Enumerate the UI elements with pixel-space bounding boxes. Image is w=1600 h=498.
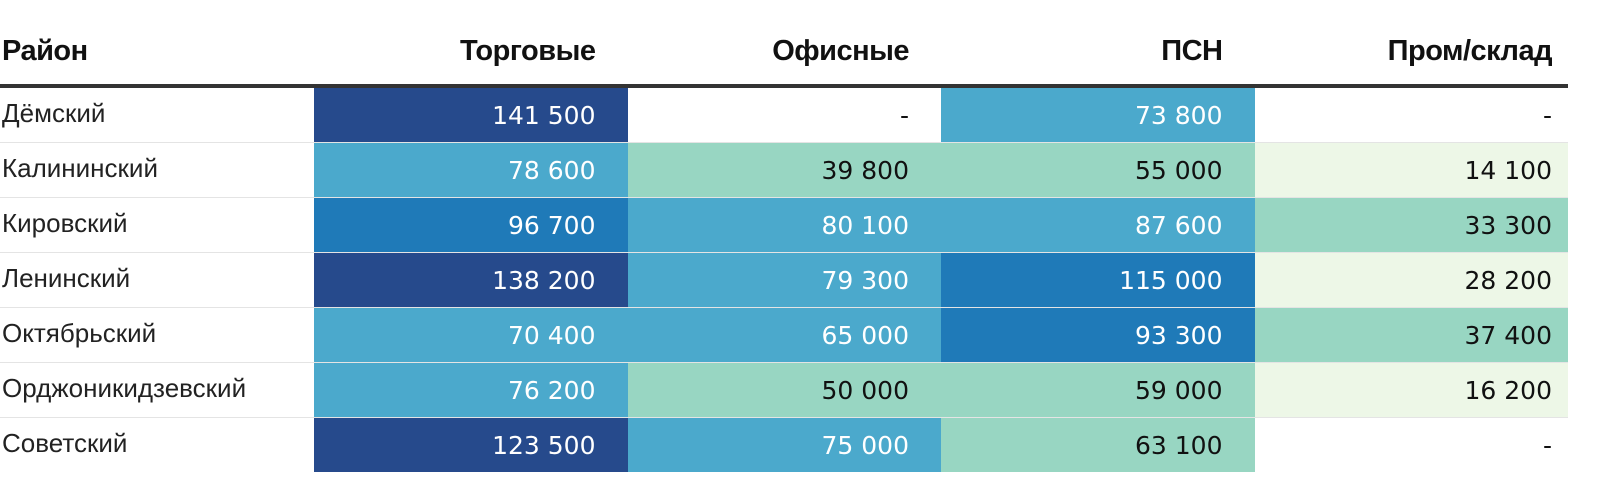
data-table: Район Торговые Офисные ПСН Пром/склад Дё… [0,18,1568,472]
table-row: Дёмский 141 500-73 800- [0,86,1568,143]
value-cell-office: 75 000 [627,417,941,472]
column-header-psn: ПСН [941,18,1255,88]
table-row: Ленинский 138 200 79 300 115 000 28 200 [0,252,1568,308]
value-cell-retail: 138 200 [314,252,628,308]
district-label: Орджоникидзевский [2,372,247,403]
value-cell-industrial-warehouse: - [1254,86,1568,143]
value-cell-retail: 141 500 [314,86,628,143]
value-cell-office: 50 000 [627,362,941,418]
district-cell: Дёмский [0,86,314,143]
value-cell-industrial-warehouse: - [1254,417,1568,472]
district-cell: Ленинский [0,252,314,308]
header-row: Район Торговые Офисные ПСН Пром/склад [0,18,1568,88]
value-cell-office: 79 300 [627,252,941,308]
table-body: Дёмский 141 500-73 800- Калининский 78 600 3… [0,86,1568,472]
value-cell-retail: 76 200 [314,362,628,418]
district-label: Ленинский [2,262,131,293]
value-cell-psn: 93 300 [941,307,1255,363]
value-cell-industrial-warehouse: 37 400 [1254,307,1568,363]
value-cell-office: 80 100 [627,197,941,253]
value-cell-psn: 73 800 [941,86,1255,143]
column-header-retail: Торговые [314,18,628,88]
table-row: Кировский 96 700 80 100 87 600 33 300 [0,197,1568,253]
district-label: Дёмский [2,97,106,128]
value-cell-psn: 87 600 [941,197,1255,253]
value-cell-office: 39 800 [627,142,941,198]
value-cell-psn: 63 100 [941,417,1255,472]
value-cell-psn: 115 000 [941,252,1255,308]
table-row: Калининский 78 600 39 800 55 000 14 100 [0,142,1568,198]
value-cell-industrial-warehouse: 28 200 [1254,252,1568,308]
column-header-industrial-warehouse: Пром/склад [1254,18,1568,88]
value-cell-office: - [627,86,941,143]
district-label: Октябрьский [2,317,157,348]
value-cell-retail: 70 400 [314,307,628,363]
table-row: Орджоникидзевский 76 200 50 000 59 000 16 20… [0,362,1568,418]
value-cell-industrial-warehouse: 16 200 [1254,362,1568,418]
district-cell: Октябрьский [0,307,314,363]
column-header-district: Район [0,18,314,88]
value-cell-psn: 55 000 [941,142,1255,198]
district-cell: Советский [0,418,314,473]
district-label: Калининский [2,152,158,183]
column-header-office: Офисные [627,18,941,88]
district-cell: Кировский [0,197,314,253]
district-cell: Орджоникидзевский [0,362,314,418]
value-cell-psn: 59 000 [941,362,1255,418]
value-cell-retail: 123 500 [314,417,628,472]
district-label: Советский [2,427,128,458]
value-cell-retail: 78 600 [314,142,628,198]
district-cell: Калининский [0,142,314,198]
district-label: Кировский [2,207,128,238]
table-row: Октябрьский 70 400 65 000 93 300 37 400 [0,307,1568,363]
value-cell-retail: 96 700 [314,197,628,253]
table-row: Советский 123 500 75 000 63 100- [0,417,1568,473]
value-cell-industrial-warehouse: 33 300 [1254,197,1568,253]
value-cell-office: 65 000 [627,307,941,363]
value-cell-industrial-warehouse: 14 100 [1254,142,1568,198]
